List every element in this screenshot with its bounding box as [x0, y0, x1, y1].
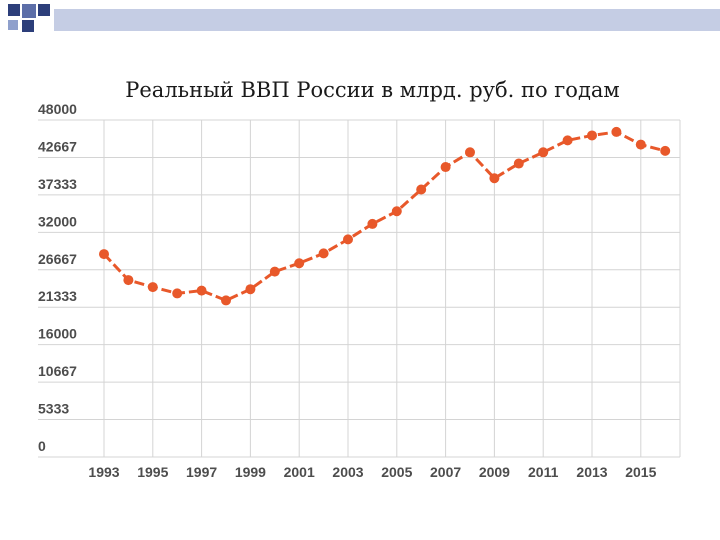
x-tick-label: 2003 — [332, 464, 363, 480]
data-point — [245, 284, 256, 295]
deco-bar — [54, 9, 720, 31]
data-point — [343, 234, 353, 245]
x-tick-label: 2015 — [625, 464, 656, 480]
data-point — [318, 248, 329, 259]
deco-square-2 — [22, 4, 36, 18]
y-tick-label: 42667 — [38, 138, 77, 154]
y-tick-label: 48000 — [38, 101, 77, 117]
data-point — [538, 147, 549, 158]
data-point — [147, 282, 158, 293]
data-point — [367, 218, 378, 229]
data-point — [416, 184, 427, 195]
data-point — [269, 266, 280, 277]
chart-title: Реальный ВВП России в млрд. руб. по года… — [125, 78, 620, 102]
data-point — [587, 130, 597, 141]
data-point — [562, 135, 573, 146]
grid — [38, 119, 681, 458]
series-points — [99, 126, 671, 306]
data-point — [172, 288, 183, 299]
slide-decoration — [8, 4, 720, 32]
y-tick-label: 32000 — [38, 213, 77, 229]
y-tick-label: 16000 — [38, 326, 77, 342]
y-axis-ticks: 48000 42667 37333 32000 26667 21333 16000 10667… — [38, 101, 77, 454]
data-point — [391, 206, 402, 217]
data-point — [635, 139, 646, 150]
data-point — [99, 249, 109, 260]
deco-square-4 — [22, 20, 34, 32]
deco-square-1 — [8, 4, 20, 16]
y-tick-label: 37333 — [38, 176, 77, 192]
data-point — [513, 158, 524, 169]
data-point — [440, 162, 451, 173]
data-point — [221, 295, 231, 306]
x-tick-label: 2009 — [479, 464, 510, 480]
x-tick-label: 1993 — [88, 464, 119, 480]
x-tick-label: 2005 — [381, 464, 412, 480]
x-tick-label: 2013 — [576, 464, 607, 480]
data-point — [196, 285, 207, 296]
y-tick-label: 26667 — [38, 251, 77, 267]
data-point — [611, 126, 622, 137]
data-point — [660, 145, 671, 156]
x-axis-ticks: 1993 1995 1997 1999 2001 2003 2005 2007 2009 2011… — [88, 464, 656, 480]
y-tick-label: 5333 — [38, 401, 69, 417]
y-tick-label: 10667 — [38, 363, 77, 379]
x-tick-label: 2007 — [430, 464, 461, 480]
x-tick-label: 1995 — [137, 464, 168, 480]
x-tick-label: 2001 — [284, 464, 315, 480]
x-tick-label: 2011 — [528, 464, 559, 480]
x-tick-label: 1999 — [235, 464, 266, 480]
y-tick-label: 0 — [38, 438, 46, 454]
x-tick-label: 1997 — [186, 464, 217, 480]
data-point — [123, 275, 134, 286]
deco-square-5 — [8, 20, 18, 30]
data-point — [294, 258, 305, 269]
y-tick-label: 21333 — [38, 288, 77, 304]
deco-square-3 — [38, 4, 50, 16]
data-point — [465, 147, 475, 158]
data-point — [489, 173, 500, 184]
